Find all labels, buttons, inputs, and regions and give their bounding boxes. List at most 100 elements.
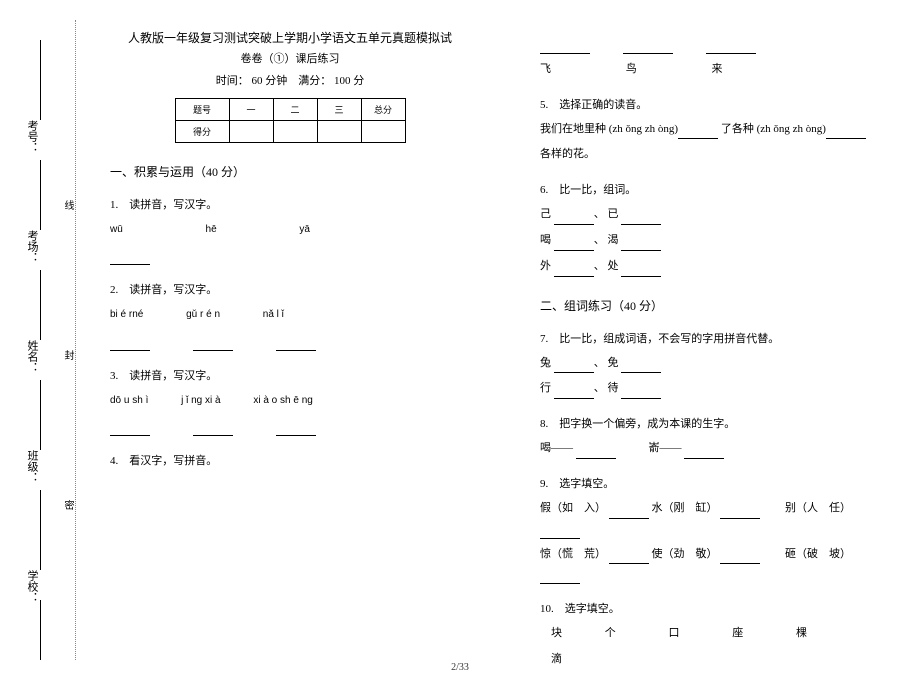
answer-blank[interactable] — [554, 265, 594, 277]
cell[interactable] — [229, 120, 273, 142]
right-column: 飞 鸟 来 5. 选择正确的读音。 我们在地里种 (zh ǒng zh òng)… — [540, 28, 880, 648]
answer-blank[interactable] — [684, 447, 724, 459]
dash-char: 密 — [60, 500, 75, 510]
char: 喝 — [540, 234, 551, 246]
label-class: 班级： — [24, 450, 40, 483]
answer-blank[interactable] — [826, 127, 866, 139]
char: 行 — [540, 382, 551, 394]
section-a: 一、积累与运用（40 分） — [110, 163, 470, 180]
cell: 三 — [317, 98, 361, 120]
page-number: 2/33 — [0, 662, 920, 673]
exam-time: 时间： 60 分钟 满分： 100 分 — [110, 72, 470, 88]
answer-blank[interactable] — [110, 424, 150, 436]
char: 己 — [540, 208, 551, 220]
opt: 砸（破 坡） — [785, 548, 851, 560]
answer-blank[interactable] — [276, 339, 316, 351]
underline — [40, 490, 41, 570]
q10-row: 块 个 口 座 棵 — [540, 624, 880, 644]
answer-blank[interactable] — [609, 507, 649, 519]
q8-row: 喝—— 嵛—— — [540, 439, 880, 459]
cell[interactable] — [273, 120, 317, 142]
pinyin: dō u sh ì — [110, 395, 148, 406]
underline — [40, 600, 41, 660]
answer-blank[interactable] — [554, 387, 594, 399]
answer-blank[interactable] — [554, 239, 594, 251]
answer-blank[interactable] — [540, 572, 580, 584]
pinyin: gǔ r é n — [186, 309, 220, 320]
answer-blank[interactable] — [193, 424, 233, 436]
char: 个 — [605, 627, 616, 639]
cell: 得分 — [175, 120, 229, 142]
char: 来 — [712, 63, 723, 75]
answer-blank[interactable] — [621, 265, 661, 277]
cell: 二 — [273, 98, 317, 120]
q9: 9. 选字填空。 — [540, 475, 880, 491]
exam-title: 人教版一年级复习测试突破上学期小学语文五单元真题模拟试 — [110, 28, 470, 50]
exam-subtitle: 卷卷（①）课后练习 — [110, 50, 470, 66]
answer-blank[interactable] — [621, 213, 661, 225]
char: 喝—— — [540, 442, 573, 454]
char: 块 — [551, 627, 562, 639]
answer-blank[interactable] — [609, 552, 649, 564]
answer-blank[interactable] — [110, 339, 150, 351]
q6-row: 己 、 已 — [540, 205, 880, 225]
char: 免 — [608, 357, 619, 369]
char: 鸟 — [626, 63, 637, 75]
q4: 4. 看汉字，写拼音。 — [110, 452, 470, 468]
q3: 3. 读拼音，写汉字。 — [110, 367, 470, 383]
char: 棵 — [796, 627, 807, 639]
q2-pinyin: bi é rné gǔ r é n nǎ l ǐ — [110, 305, 470, 325]
label-school: 学校： — [24, 570, 40, 603]
answer-blank[interactable] — [621, 239, 661, 251]
answer-blank[interactable] — [623, 42, 673, 54]
answer-blank[interactable] — [720, 552, 760, 564]
opt: 惊（慌 荒） — [540, 548, 606, 560]
cell: 一 — [229, 98, 273, 120]
dash-char: 线 — [60, 200, 75, 210]
q1: 1. 读拼音，写汉字。 — [110, 196, 470, 212]
char: 口 — [669, 627, 680, 639]
answer-blank[interactable] — [720, 507, 760, 519]
answer-blank[interactable] — [678, 127, 718, 139]
underline — [40, 380, 41, 450]
opt: 水（刚 缸） — [652, 502, 718, 514]
label-name: 姓名： — [24, 340, 40, 373]
q7: 7. 比一比，组成词语，不会写的字用拼音代替。 — [540, 330, 880, 346]
pinyin: xi à o sh ē ng — [253, 395, 312, 406]
q5-body2: 各样的花。 — [540, 145, 880, 165]
q9-row: 惊（慌 荒） 使（劲 敬） 砸（破 坡） — [540, 545, 880, 585]
answer-blank[interactable] — [193, 339, 233, 351]
answer-blank[interactable] — [554, 213, 594, 225]
answer-blank[interactable] — [576, 447, 616, 459]
pinyin: nǎ l ǐ — [263, 309, 284, 320]
pinyin: wū — [110, 224, 123, 235]
char: 渴 — [608, 234, 619, 246]
q4-row: 飞 鸟 来 — [540, 60, 880, 80]
pinyin: hē — [206, 224, 217, 235]
answer-blank[interactable] — [110, 253, 150, 265]
pinyin: bi é rné — [110, 309, 143, 320]
score-table: 题号 一 二 三 总分 得分 — [175, 98, 406, 143]
label-examno: 考号： — [24, 120, 40, 153]
q4-chars — [540, 34, 880, 54]
answer-blank[interactable] — [540, 42, 590, 54]
answer-blank[interactable] — [276, 424, 316, 436]
char: 已 — [608, 208, 619, 220]
cell[interactable] — [317, 120, 361, 142]
answer-blank[interactable] — [621, 387, 661, 399]
answer-blank[interactable] — [540, 527, 580, 539]
q6-row: 喝 、 渴 — [540, 231, 880, 251]
q7-row: 行 、 待 — [540, 379, 880, 399]
answer-blank[interactable] — [554, 361, 594, 373]
opt: 使（劲 敬） — [652, 548, 718, 560]
cell[interactable] — [361, 120, 405, 142]
char: 外 — [540, 260, 551, 272]
underline — [40, 40, 41, 120]
q5-body: 我们在地里种 (zh ǒng zh òng) 了各种 (zh ǒng zh òn… — [540, 120, 880, 140]
q6-row: 外 、 处 — [540, 257, 880, 277]
answer-blank[interactable] — [621, 361, 661, 373]
table-row: 得分 — [175, 120, 405, 142]
char: 嵛—— — [649, 442, 682, 454]
answer-blank[interactable] — [706, 42, 756, 54]
pinyin: j ǐ ng xi à — [181, 395, 220, 406]
